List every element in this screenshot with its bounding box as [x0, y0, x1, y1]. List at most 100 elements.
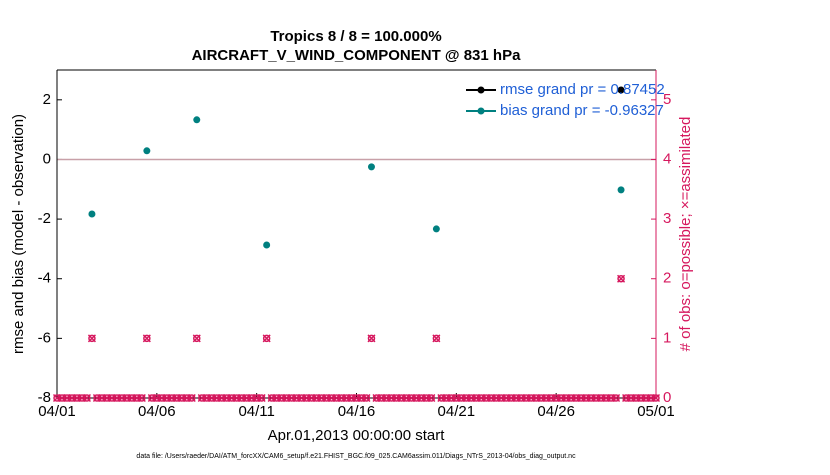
obs-count-marker	[367, 334, 376, 343]
marker-part	[627, 394, 635, 402]
obs-count-marker	[137, 393, 146, 403]
obs-count-marker	[82, 393, 91, 403]
marker-part	[392, 394, 401, 402]
x-tick-label: 04/01	[38, 403, 76, 420]
marker-part	[377, 394, 386, 402]
marker-part	[133, 394, 141, 402]
marker-part	[312, 394, 321, 402]
marker-part	[327, 394, 336, 402]
marker-part	[83, 394, 91, 402]
marker-part	[183, 394, 191, 402]
legend-label: bias grand pr = -0.96327	[500, 102, 664, 119]
y-tick-label: -8	[38, 389, 51, 406]
marker-part	[53, 394, 61, 402]
obs-count-marker	[257, 393, 266, 403]
marker-part	[457, 394, 466, 402]
marker-part	[262, 334, 271, 343]
marker-part	[382, 394, 391, 402]
x-tick-label: 04/06	[138, 403, 176, 420]
marker-part	[198, 394, 206, 402]
marker-part	[143, 334, 151, 343]
marker-part	[262, 334, 271, 343]
legend-marker	[477, 86, 485, 94]
marker-part	[547, 394, 555, 402]
marker-part	[602, 394, 610, 402]
marker-part	[532, 394, 540, 402]
marker-part	[527, 394, 535, 402]
marker-part	[178, 394, 186, 402]
marker-part	[522, 394, 530, 402]
marker-part	[447, 394, 456, 402]
data-point	[617, 86, 625, 94]
obs-count-marker	[262, 334, 271, 343]
obs-count-marker	[427, 393, 436, 403]
marker-part	[387, 394, 396, 402]
marker-part	[68, 394, 76, 402]
chart-subtitle: AIRCRAFT_V_WIND_COMPONENT @ 831 hPa	[192, 47, 522, 64]
marker-part	[432, 334, 441, 343]
marker-part	[492, 394, 501, 402]
x-tick-label: 04/26	[537, 403, 575, 420]
y2-tick-label: 2	[663, 270, 671, 287]
marker-part	[272, 394, 281, 402]
marker-part	[477, 394, 486, 402]
data-point	[143, 147, 151, 155]
marker-part	[617, 274, 625, 283]
marker-part	[437, 394, 446, 402]
marker-part	[88, 334, 96, 343]
marker-part	[168, 394, 176, 402]
marker-part	[482, 394, 491, 402]
marker-part	[317, 394, 326, 402]
marker-part	[487, 394, 496, 402]
marker-part	[417, 394, 426, 402]
marker-part	[552, 394, 560, 402]
marker-part	[237, 394, 246, 402]
marker-part	[542, 394, 550, 402]
data-point	[263, 241, 271, 249]
marker-part	[442, 394, 451, 402]
marker-part	[257, 393, 266, 403]
y-tick-label: 2	[43, 91, 51, 108]
marker-part	[123, 394, 131, 402]
obs-count-marker	[187, 393, 196, 403]
marker-part	[412, 394, 421, 402]
y2-tick-label: 4	[663, 150, 671, 167]
marker-part	[247, 394, 256, 402]
marker-part	[142, 334, 151, 343]
marker-part	[502, 394, 510, 402]
marker-part	[292, 394, 301, 402]
marker-part	[192, 334, 201, 343]
data-point	[193, 116, 201, 124]
marker-part	[287, 394, 296, 402]
marker-part	[63, 394, 71, 402]
chart-title: Tropics 8 / 8 = 100.000%	[270, 28, 441, 45]
marker-part	[422, 394, 431, 402]
marker-part	[252, 394, 261, 402]
marker-part	[651, 393, 661, 403]
marker-part	[193, 334, 201, 343]
marker-part	[203, 394, 211, 402]
y2-tick-label: 0	[663, 389, 671, 406]
marker-part	[577, 394, 585, 402]
marker-part	[257, 394, 266, 402]
marker-part	[632, 394, 640, 402]
marker-part	[362, 394, 371, 402]
marker-part	[647, 394, 655, 402]
marker-part	[163, 394, 171, 402]
marker-part	[93, 394, 101, 402]
marker-part	[173, 394, 181, 402]
marker-part	[118, 394, 126, 402]
marker-part	[472, 394, 481, 402]
data-point	[432, 225, 440, 233]
y-tick-label: -2	[38, 210, 51, 227]
marker-part	[108, 394, 116, 402]
marker-part	[467, 394, 476, 402]
marker-part	[367, 334, 376, 343]
marker-part	[427, 394, 436, 402]
marker-part	[128, 394, 136, 402]
marker-part	[282, 394, 291, 402]
marker-part	[397, 394, 406, 402]
x-tick-label: 04/21	[438, 403, 476, 420]
marker-part	[452, 394, 461, 402]
